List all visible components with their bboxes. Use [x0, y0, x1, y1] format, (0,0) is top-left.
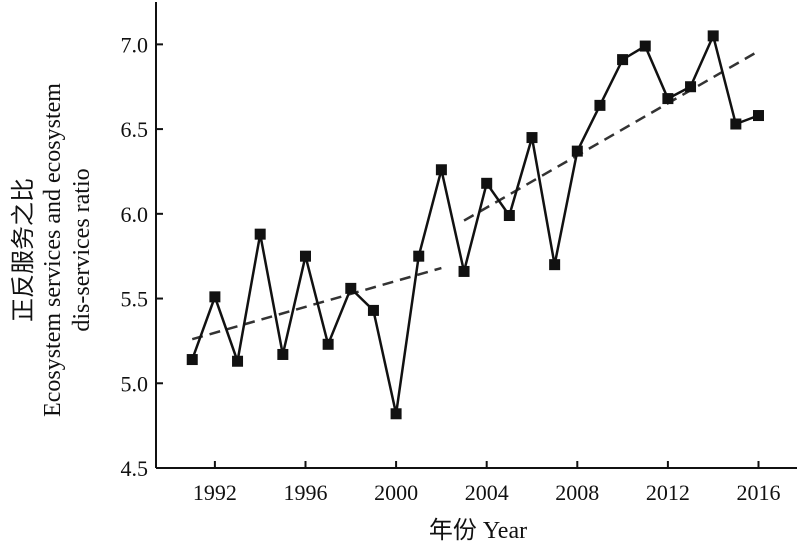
- data-point-marker: [345, 282, 357, 294]
- data-point-marker: [458, 265, 470, 277]
- data-point-marker: [367, 304, 379, 316]
- data-point-marker: [186, 354, 198, 366]
- data-point-marker: [232, 355, 244, 367]
- y-tick-label: 6.0: [121, 202, 149, 227]
- trendline: [463, 50, 760, 222]
- data-point-marker: [435, 164, 447, 176]
- data-point-marker: [390, 408, 402, 420]
- data-point-marker: [322, 338, 334, 350]
- data-point-marker: [526, 132, 538, 144]
- y-tick-label: 6.5: [121, 117, 149, 142]
- x-tick-label: 2004: [465, 480, 509, 505]
- data-point-marker: [594, 99, 606, 111]
- plot-area: 4.5 5.0 5.5 6.0 6.5 7.0 1992 1996 2000 2004 2008 2…: [121, 2, 797, 505]
- data-point-marker: [639, 40, 651, 52]
- series-line: [191, 32, 759, 415]
- x-tick-label: 2012: [646, 480, 690, 505]
- x-axis-title: 年份 Year: [429, 517, 527, 544]
- y-axis-title: 正反服务之比 Ecosystem services and ecosystem …: [10, 83, 95, 417]
- x-tick-label: 2000: [374, 480, 418, 505]
- y-tick-label: 5.5: [121, 287, 149, 312]
- y-axis-title-line-3: dis-services ratio: [69, 168, 95, 331]
- data-point-marker: [481, 177, 493, 189]
- data-point-marker: [549, 259, 561, 271]
- data-point-marker: [730, 118, 742, 130]
- y-axis-title-line-2: Ecosystem services and ecosystem: [40, 83, 66, 417]
- y-tick-label: 7.0: [121, 32, 149, 57]
- x-tick-label: 2016: [736, 480, 780, 505]
- data-markers: [186, 30, 764, 420]
- data-point-marker: [209, 291, 221, 303]
- data-point-marker: [707, 30, 719, 42]
- data-point-marker: [617, 54, 629, 66]
- x-tick-label: 2008: [555, 480, 599, 505]
- y-tick-label: 5.0: [121, 371, 149, 396]
- data-point-marker: [752, 110, 764, 122]
- x-axis-ticks: 1992 1996 2000 2004 2008 2012 2016: [193, 461, 780, 505]
- data-point-marker: [277, 348, 289, 360]
- data-point-marker: [571, 145, 583, 157]
- data-point-marker: [503, 210, 515, 222]
- data-point-marker: [662, 93, 674, 105]
- x-tick-label: 1992: [193, 480, 237, 505]
- data-point-marker: [254, 228, 266, 240]
- data-point-marker: [413, 250, 425, 262]
- y-axis-title-line-1: 正反服务之比: [10, 178, 37, 322]
- y-axis-ticks: 4.5 5.0 5.5 6.0 6.5 7.0: [121, 32, 163, 481]
- x-tick-label: 1996: [283, 480, 327, 505]
- data-point-marker: [685, 81, 697, 93]
- data-point-marker: [299, 250, 311, 262]
- y-tick-label: 4.5: [121, 456, 149, 481]
